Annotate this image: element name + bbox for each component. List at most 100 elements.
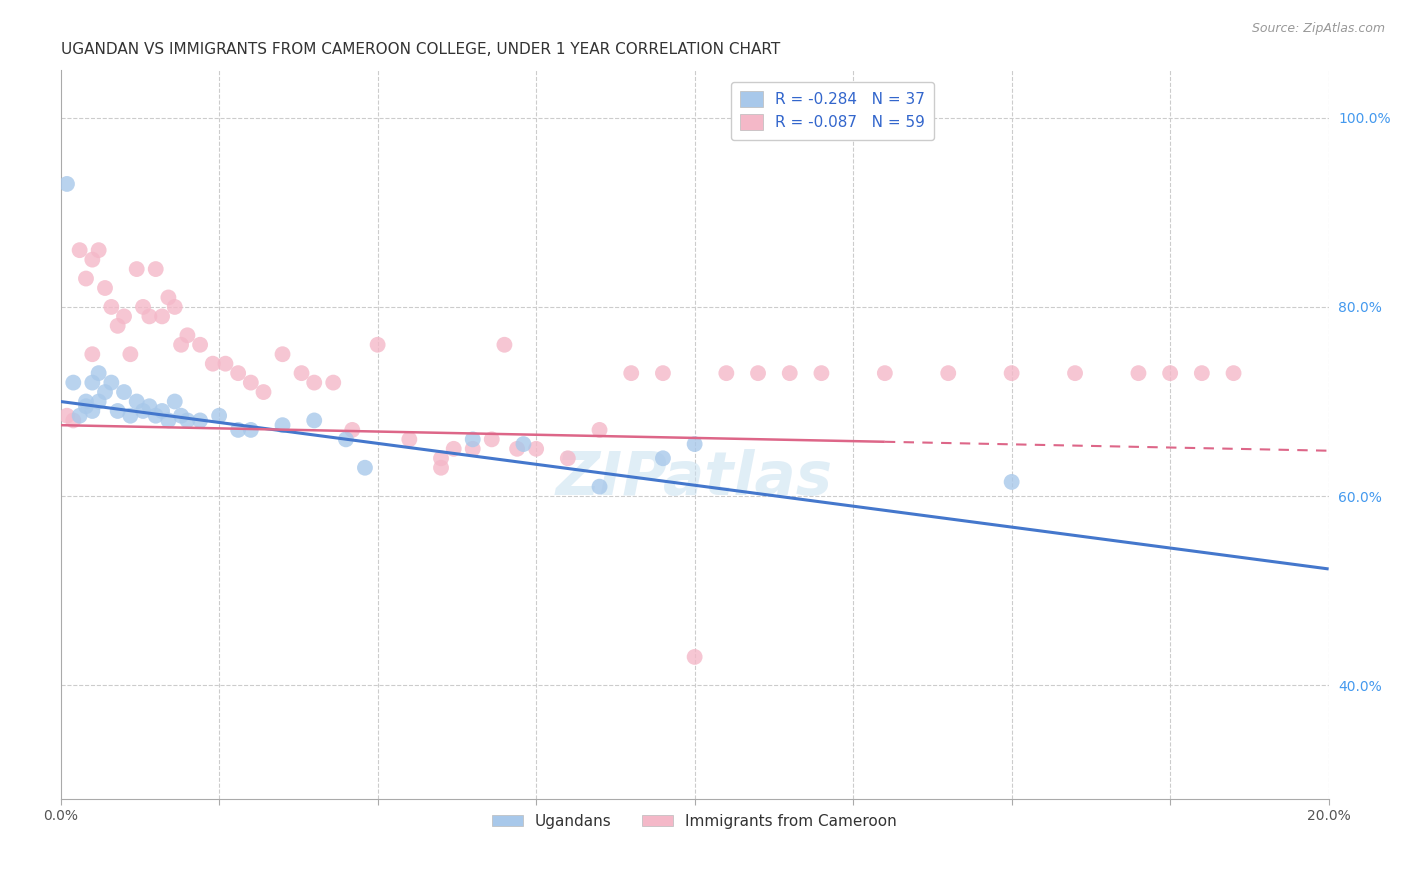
Point <box>302 376 325 390</box>
Point <box>208 409 231 423</box>
Point <box>176 328 198 343</box>
Point <box>201 357 224 371</box>
Point <box>107 318 129 333</box>
Point <box>683 649 706 664</box>
Point <box>94 281 117 295</box>
Point <box>82 376 104 390</box>
Point <box>1191 366 1213 380</box>
Point <box>120 409 142 423</box>
Point <box>75 399 97 413</box>
Point <box>652 366 675 380</box>
Point <box>239 376 262 390</box>
Point <box>747 366 769 380</box>
Point <box>56 409 79 423</box>
Point <box>100 376 122 390</box>
Point <box>290 366 312 380</box>
Point <box>524 442 547 456</box>
Point <box>335 433 357 447</box>
Point <box>157 290 180 304</box>
Point <box>138 399 160 413</box>
Point <box>163 394 186 409</box>
Point <box>75 394 97 409</box>
Point <box>430 451 453 466</box>
Point <box>481 433 503 447</box>
Point <box>557 451 579 466</box>
Point <box>588 423 610 437</box>
Point <box>75 271 97 285</box>
Point <box>1001 366 1024 380</box>
Point <box>150 310 173 324</box>
Point <box>82 347 104 361</box>
Point <box>1064 366 1087 380</box>
Point <box>354 460 377 475</box>
Point <box>69 409 91 423</box>
Point <box>100 300 122 314</box>
Point <box>170 338 193 352</box>
Point <box>188 338 211 352</box>
Point <box>214 357 236 371</box>
Point <box>226 423 249 437</box>
Point <box>56 177 79 191</box>
Point <box>716 366 738 380</box>
Point <box>145 409 167 423</box>
Point <box>620 366 643 380</box>
Point <box>683 437 706 451</box>
Point <box>163 300 186 314</box>
Point <box>87 243 110 257</box>
Point <box>506 442 529 456</box>
Point <box>112 310 135 324</box>
Point <box>461 442 484 456</box>
Point <box>69 243 91 257</box>
Point <box>936 366 959 380</box>
Text: UGANDAN VS IMMIGRANTS FROM CAMEROON COLLEGE, UNDER 1 YEAR CORRELATION CHART: UGANDAN VS IMMIGRANTS FROM CAMEROON COLL… <box>60 42 780 57</box>
Point <box>226 366 249 380</box>
Point <box>367 338 389 352</box>
Point <box>271 347 294 361</box>
Point <box>588 480 610 494</box>
Point <box>1222 366 1244 380</box>
Point <box>132 404 155 418</box>
Text: ZIPatlas: ZIPatlas <box>557 449 834 508</box>
Point <box>82 252 104 267</box>
Point <box>120 347 142 361</box>
Point <box>1001 475 1024 489</box>
Point <box>494 338 516 352</box>
Point <box>430 460 453 475</box>
Point <box>461 433 484 447</box>
Point <box>252 385 274 400</box>
Point <box>239 423 262 437</box>
Point <box>398 433 420 447</box>
Point <box>62 376 84 390</box>
Point <box>652 451 675 466</box>
Point <box>188 413 211 427</box>
Text: Source: ZipAtlas.com: Source: ZipAtlas.com <box>1251 22 1385 36</box>
Point <box>1128 366 1150 380</box>
Point <box>145 262 167 277</box>
Point <box>150 404 173 418</box>
Point <box>176 413 198 427</box>
Point <box>125 394 148 409</box>
Point <box>157 413 180 427</box>
Point <box>271 418 294 433</box>
Point <box>87 366 110 380</box>
Legend: Ugandans, Immigrants from Cameroon: Ugandans, Immigrants from Cameroon <box>486 807 903 835</box>
Point <box>322 376 344 390</box>
Point <box>125 262 148 277</box>
Point <box>302 413 325 427</box>
Point <box>132 300 155 314</box>
Point <box>873 366 896 380</box>
Point <box>512 437 534 451</box>
Point <box>94 385 117 400</box>
Point <box>1159 366 1181 380</box>
Point <box>138 310 160 324</box>
Point <box>170 409 193 423</box>
Point <box>87 394 110 409</box>
Point <box>810 366 832 380</box>
Point <box>779 366 801 380</box>
Point <box>443 442 465 456</box>
Point <box>107 404 129 418</box>
Point <box>82 404 104 418</box>
Point <box>112 385 135 400</box>
Point <box>342 423 364 437</box>
Point <box>62 413 84 427</box>
